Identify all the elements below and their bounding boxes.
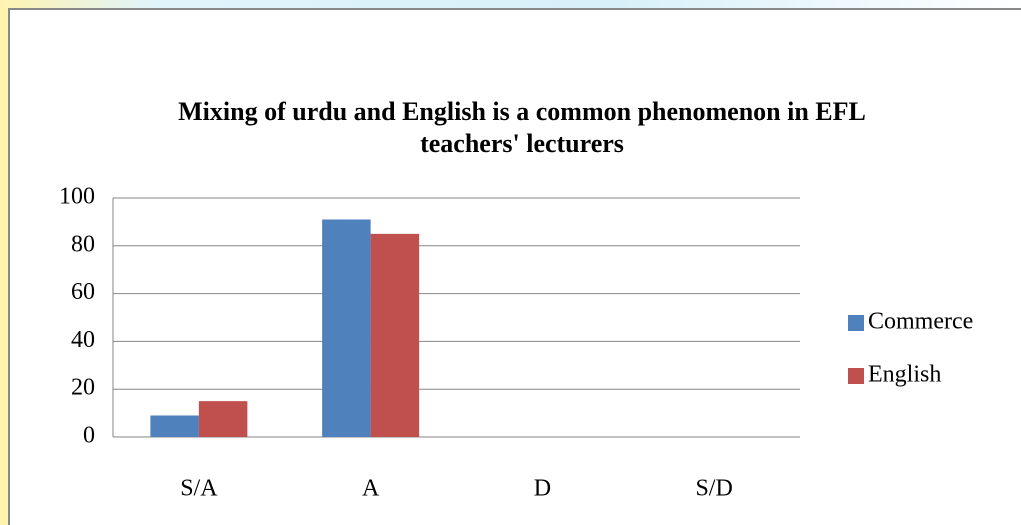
x-tick-label: S/A [180,476,218,502]
legend-swatch [848,368,864,384]
chart-frame [8,8,1021,525]
bar [198,401,248,437]
x-tick-label: S/D [695,476,732,502]
legend-label: English [868,362,941,388]
bar [370,233,420,437]
y-tick-label: 0 [83,423,95,449]
chart-title: Mixing of urdu and English is a common p… [178,97,866,158]
legend-label: Commerce [868,309,973,335]
y-tick-label: 20 [71,375,95,401]
y-tick-label: 80 [71,231,95,257]
y-tick-label: 40 [71,327,95,353]
y-tick-label: 60 [71,279,95,305]
top-strip [0,0,1021,8]
bar [322,219,371,437]
bar [150,415,199,437]
x-tick-label: D [534,476,551,502]
x-tick-label: A [362,476,380,502]
y-tick-label: 100 [59,184,95,210]
legend-swatch [848,315,864,331]
